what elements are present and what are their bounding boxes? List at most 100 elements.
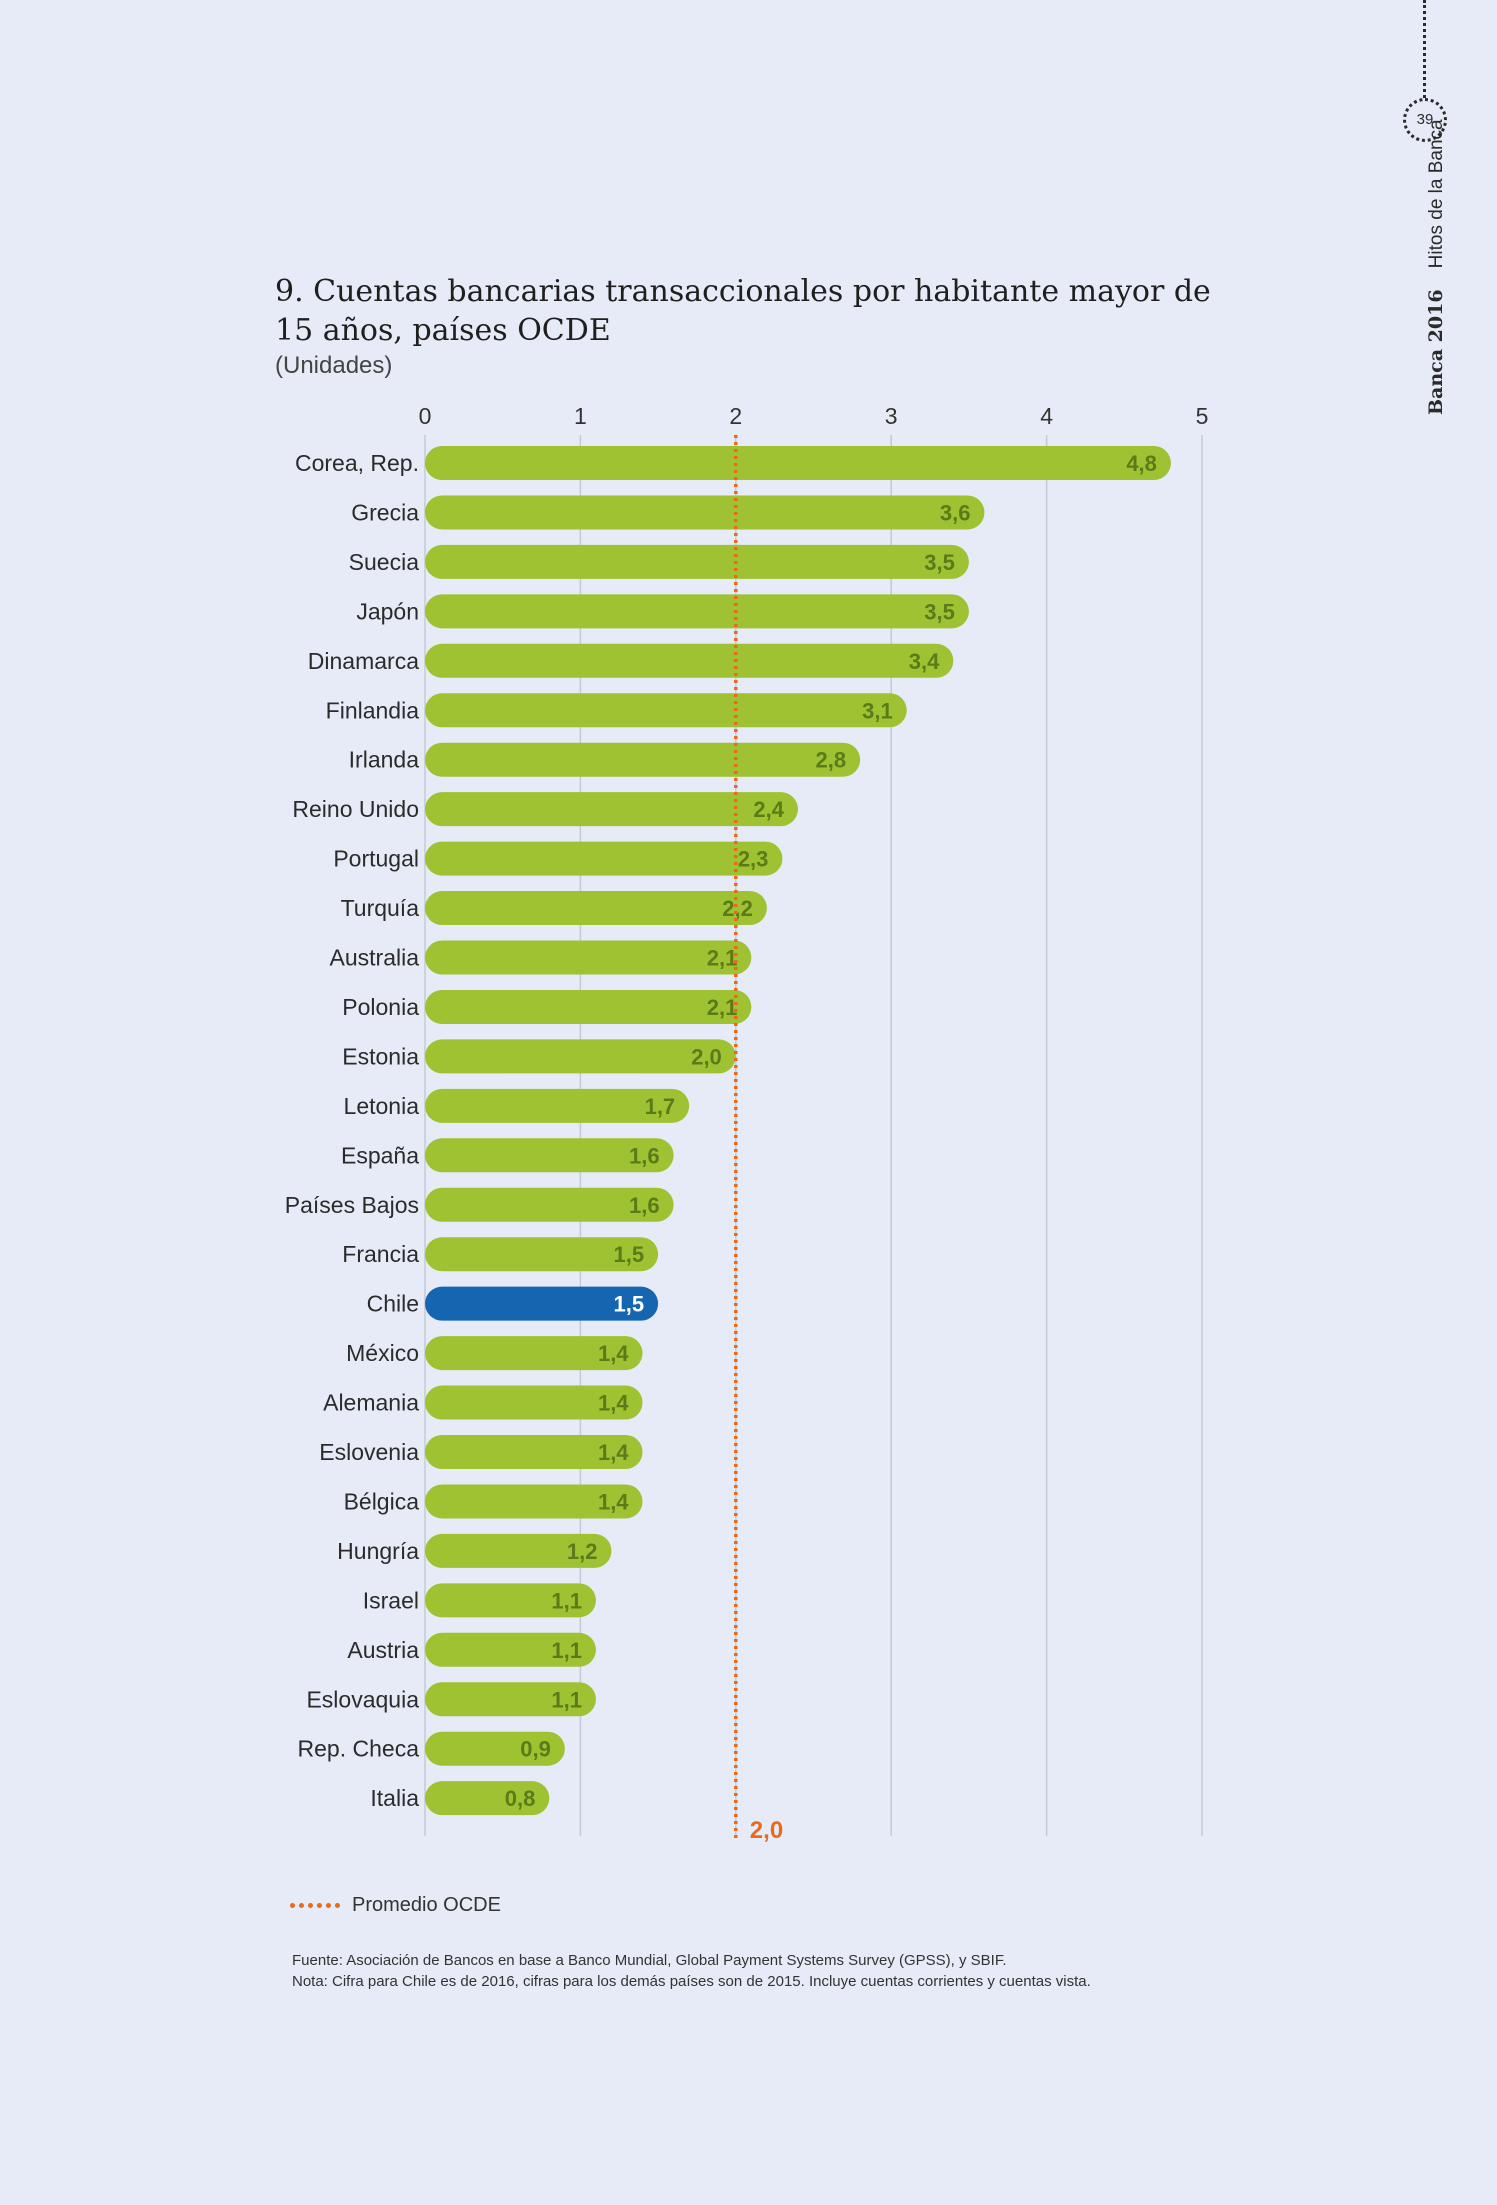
bar [425, 1682, 596, 1717]
bar-value-label: 0,8 [505, 1786, 536, 1811]
bar [425, 544, 969, 579]
source-note: Fuente: Asociación de Bancos en base a B… [292, 1952, 1007, 1969]
bar-value-label: 1,4 [598, 1341, 629, 1366]
bar-value-label: 2,2 [722, 896, 753, 921]
bar [425, 1583, 596, 1618]
data-note: Nota: Cifra para Chile es de 2016, cifra… [292, 1973, 1091, 1990]
reference-line-group: 2,0 [734, 435, 783, 1844]
bar-value-label: 3,5 [924, 599, 955, 624]
bar-value-label: 1,4 [598, 1440, 629, 1465]
category-label: España [341, 1142, 419, 1168]
bar-value-label: 2,1 [707, 995, 738, 1020]
bar-value-label: 2,1 [707, 946, 738, 971]
bar [425, 989, 752, 1024]
bar-value-label: 1,7 [645, 1094, 676, 1119]
dotted-line-decoration [1423, 0, 1426, 98]
bar-value-label: 4,8 [1126, 451, 1157, 476]
bar [425, 1336, 643, 1371]
x-tick-label: 3 [885, 403, 898, 429]
bar [425, 1731, 565, 1766]
chart-title: 9. Cuentas bancarias transaccionales por… [275, 274, 1211, 348]
bar [425, 643, 954, 678]
category-label: Eslovaquia [306, 1686, 419, 1712]
bar-value-label: 1,5 [614, 1242, 645, 1267]
legend-label: Promedio OCDE [352, 1894, 501, 1916]
category-label: Francia [342, 1241, 419, 1267]
bar-value-label: 1,2 [567, 1539, 598, 1564]
bar [425, 446, 1171, 480]
bar [425, 1781, 550, 1816]
bar [425, 891, 767, 926]
bar [425, 841, 783, 876]
category-label: Hungría [337, 1538, 419, 1564]
category-label: Países Bajos [285, 1192, 419, 1218]
category-label: Eslovenia [319, 1439, 419, 1465]
bar-value-label: 2,8 [816, 748, 847, 773]
bar [425, 1484, 643, 1519]
category-label: Grecia [351, 499, 419, 525]
reference-value-label: 2,0 [750, 1817, 783, 1844]
category-label: Polonia [342, 994, 419, 1020]
bar [425, 1632, 596, 1667]
category-label: Israel [363, 1587, 419, 1613]
bar-value-label: 1,5 [614, 1292, 645, 1317]
category-label: Estonia [342, 1043, 419, 1069]
bar-value-label: 1,6 [629, 1143, 660, 1168]
x-tick-label: 2 [729, 403, 742, 429]
category-label: Finlandia [326, 697, 420, 723]
chart-subtitle: (Unidades) [275, 352, 393, 379]
bar-value-label: 3,1 [862, 698, 893, 723]
bar-value-label: 3,4 [909, 649, 940, 674]
bars: 4,8 3,6 3,5 3,5 3,4 3,1 2,8 2,4 2,3 2,2 2,1 2,1 2,0 1… [425, 446, 1171, 1816]
bar-value-label: 3,6 [940, 500, 971, 525]
x-tick-label: 4 [1040, 403, 1053, 429]
bar [425, 1138, 674, 1173]
category-label: Corea, Rep. [295, 450, 419, 476]
category-labels: Corea, Rep. Grecia Suecia Japón Dinamarca Fin… [285, 450, 419, 1811]
category-label: Letonia [344, 1093, 420, 1119]
bar [425, 1187, 674, 1222]
x-tick-label: 5 [1196, 403, 1209, 429]
bar [425, 594, 969, 629]
bar-value-label: 1,1 [551, 1687, 582, 1712]
x-tick-label: 1 [574, 403, 587, 429]
bar-value-label: 1,4 [598, 1391, 629, 1416]
side-strip: 39 Banca 2016 Hitos de la Banca [1400, 0, 1450, 440]
bar-value-label: 3,5 [924, 550, 955, 575]
bar [425, 1088, 690, 1123]
bar-value-label: 2,4 [753, 797, 784, 822]
category-label: Italia [370, 1785, 419, 1811]
bar-value-label: 2,0 [691, 1044, 722, 1069]
bar-value-label: 1,6 [629, 1193, 660, 1218]
legend-dotted-swatch [290, 1903, 340, 1908]
bar [425, 495, 985, 530]
x-tick-label: 0 [419, 403, 432, 429]
category-label: Irlanda [349, 747, 420, 773]
bar [425, 792, 798, 827]
category-label: Chile [367, 1291, 419, 1317]
legend: Promedio OCDE [290, 1894, 501, 1917]
bar-chart: 0 1 2 3 4 5 4,8 3,6 3,5 3,5 3,4 3,1 2,8 2,4 2,3 2,2 2,1… [285, 403, 1209, 1844]
bar-value-label: 1,1 [551, 1638, 582, 1663]
category-label: Japón [356, 598, 419, 624]
category-label: Alemania [323, 1390, 419, 1416]
x-axis-ticks: 0 1 2 3 4 5 [419, 403, 1209, 429]
bar-value-label: 2,3 [738, 847, 769, 872]
bar [425, 1533, 612, 1568]
bar [425, 693, 907, 728]
category-label: Suecia [349, 549, 420, 575]
category-label: Reino Unido [292, 796, 419, 822]
bar [425, 1385, 643, 1420]
bar-highlight [425, 1286, 659, 1321]
bar-value-label: 1,1 [551, 1588, 582, 1613]
category-label: Bélgica [344, 1488, 420, 1514]
category-label: Dinamarca [308, 648, 419, 674]
category-label: Austria [347, 1637, 419, 1663]
bar [425, 1435, 643, 1469]
footnotes: Fuente: Asociación de Bancos en base a B… [292, 1950, 1091, 1992]
bar [425, 742, 861, 777]
category-label: Australia [330, 945, 420, 971]
bar [425, 1237, 659, 1272]
category-label: México [346, 1340, 419, 1366]
bar [425, 1039, 736, 1074]
